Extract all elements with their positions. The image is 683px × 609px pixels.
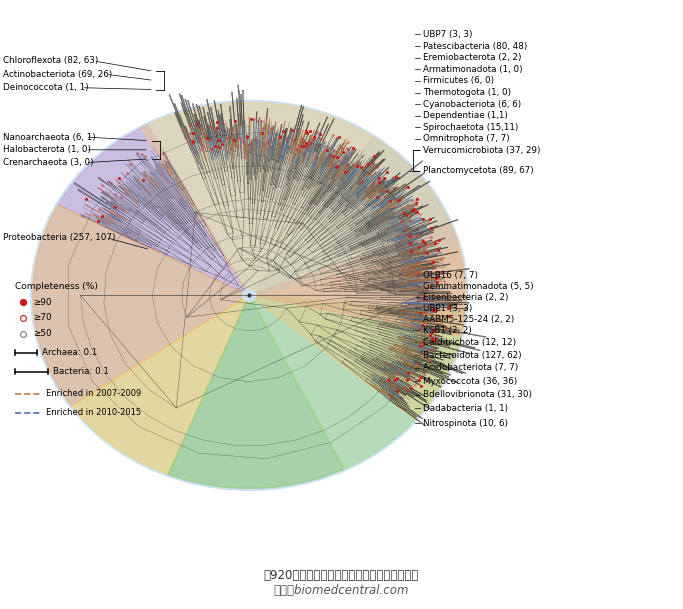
Text: Enriched in 2010-2015: Enriched in 2010-2015 <box>46 409 141 417</box>
Wedge shape <box>33 205 242 406</box>
Text: Chloroflexota (82, 63): Chloroflexota (82, 63) <box>3 57 99 65</box>
Text: Nitrospinota (10, 6): Nitrospinota (10, 6) <box>423 419 508 428</box>
Text: Dependentiae (1,1): Dependentiae (1,1) <box>423 111 508 120</box>
Text: Planctomycetota (89, 67): Planctomycetota (89, 67) <box>423 166 534 175</box>
Text: Proteobacteria (257, 107): Proteobacteria (257, 107) <box>3 233 116 242</box>
Text: Cyanobacteriota (6, 6): Cyanobacteriota (6, 6) <box>423 100 522 108</box>
Text: Crenarchaeota (3, 0): Crenarchaeota (3, 0) <box>3 158 94 167</box>
Text: Completeness (%): Completeness (%) <box>15 282 98 290</box>
Text: Myxococcota (36, 36): Myxococcota (36, 36) <box>423 377 518 385</box>
Text: ≥70: ≥70 <box>33 314 52 322</box>
Wedge shape <box>58 125 245 292</box>
Wedge shape <box>253 296 465 469</box>
Text: UBP1 (3, 3): UBP1 (3, 3) <box>423 304 473 312</box>
Text: Halobacterota (1, 0): Halobacterota (1, 0) <box>3 146 92 154</box>
Text: UBP7 (3, 3): UBP7 (3, 3) <box>423 30 473 38</box>
Wedge shape <box>72 300 247 474</box>
Wedge shape <box>141 102 466 420</box>
Text: ≥90: ≥90 <box>33 298 52 306</box>
Circle shape <box>31 100 468 490</box>
Text: OLB16 (7, 7): OLB16 (7, 7) <box>423 271 479 280</box>
Text: Deinococcota (1, 1): Deinococcota (1, 1) <box>3 83 89 92</box>
Text: 从920个宏基因组拼接基因组得到的种系演化图: 从920个宏基因组拼接基因组得到的种系演化图 <box>264 569 419 582</box>
Wedge shape <box>168 302 344 488</box>
Text: Calditrichota (12, 12): Calditrichota (12, 12) <box>423 338 516 347</box>
Text: Patescibacteria (80, 48): Patescibacteria (80, 48) <box>423 42 528 51</box>
Text: Spirochaetota (15,11): Spirochaetota (15,11) <box>423 123 519 132</box>
Text: Archaea: 0.1: Archaea: 0.1 <box>42 348 98 357</box>
Wedge shape <box>257 223 466 336</box>
Text: 图源：biomedcentral.com: 图源：biomedcentral.com <box>274 584 409 597</box>
Wedge shape <box>254 137 458 294</box>
Text: Armatimonadota (1, 0): Armatimonadota (1, 0) <box>423 65 523 74</box>
Text: Eremiobacterota (2, 2): Eremiobacterota (2, 2) <box>423 54 522 62</box>
Text: Eisenbacteria (2, 2): Eisenbacteria (2, 2) <box>423 293 509 301</box>
Text: Bacteroidota (127, 62): Bacteroidota (127, 62) <box>423 351 522 359</box>
Text: Gemmatimonadota (5, 5): Gemmatimonadota (5, 5) <box>423 282 534 290</box>
Text: Enriched in 2007-2009: Enriched in 2007-2009 <box>46 389 141 398</box>
Text: Omnitrophota (7, 7): Omnitrophota (7, 7) <box>423 135 510 143</box>
Text: AABM5-125-24 (2, 2): AABM5-125-24 (2, 2) <box>423 315 515 323</box>
Text: ≥50: ≥50 <box>33 329 52 338</box>
Text: Bacteria: 0.1: Bacteria: 0.1 <box>53 367 109 376</box>
Text: Dadabacteria (1, 1): Dadabacteria (1, 1) <box>423 404 509 412</box>
Text: Thermotogota (1, 0): Thermotogota (1, 0) <box>423 88 512 97</box>
Text: KSB1 (2, 2): KSB1 (2, 2) <box>423 326 473 334</box>
Text: Acidobacteriota (7, 7): Acidobacteriota (7, 7) <box>423 364 518 372</box>
Text: Bdellovibrionota (31, 30): Bdellovibrionota (31, 30) <box>423 390 533 399</box>
Text: Verrucomicrobiota (37, 29): Verrucomicrobiota (37, 29) <box>423 146 541 155</box>
Text: Firmicutes (6, 0): Firmicutes (6, 0) <box>423 77 494 85</box>
Text: Nanoarchaeota (6, 1): Nanoarchaeota (6, 1) <box>3 133 96 141</box>
Text: Actinobacteriota (69, 26): Actinobacteriota (69, 26) <box>3 70 113 79</box>
